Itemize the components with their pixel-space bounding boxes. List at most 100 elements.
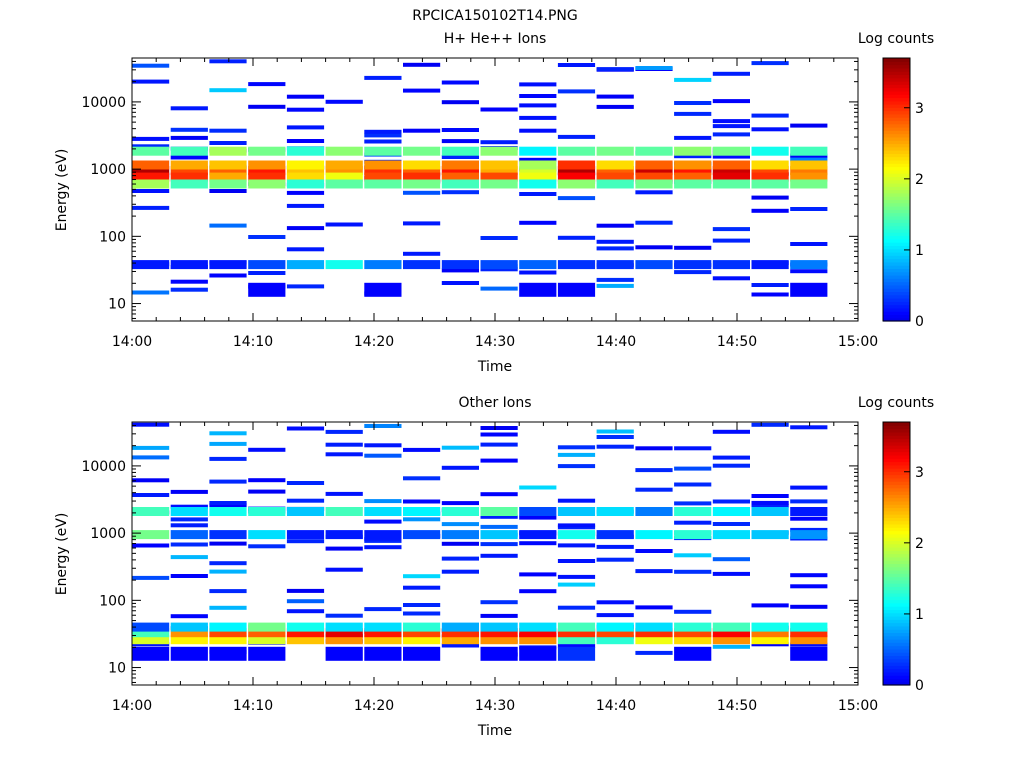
heatmap-cell — [751, 260, 789, 270]
heatmap-cell — [170, 127, 208, 132]
heatmap-cell — [557, 172, 596, 182]
colorbar-swatch — [883, 258, 910, 263]
colorbar-swatch — [883, 248, 910, 253]
heatmap-cell — [674, 135, 712, 140]
heatmap-cell — [170, 146, 208, 156]
heatmap-cell — [519, 635, 557, 645]
y-tick-label: 1000 — [90, 162, 126, 178]
colorbar-swatch — [883, 589, 910, 594]
heatmap-cell — [132, 622, 170, 632]
colorbar-swatch — [883, 520, 910, 525]
heatmap-cell — [596, 67, 634, 72]
colorbar-swatch — [883, 477, 910, 482]
heatmap-cell — [248, 172, 286, 182]
heatmap-cell — [248, 447, 286, 452]
heatmap-cell — [403, 530, 441, 540]
heatmap-cell — [635, 605, 673, 610]
colorbar-swatch — [883, 107, 910, 112]
heatmap-cell — [596, 260, 634, 270]
heatmap-cell — [364, 172, 402, 182]
heatmap-cell — [209, 501, 247, 505]
heatmap-cell — [480, 140, 518, 145]
heatmap-cell — [441, 190, 479, 195]
heatmap-cell — [519, 166, 557, 176]
heatmap-cell — [248, 260, 286, 270]
heatmap-cell — [441, 465, 479, 470]
heatmap-cell — [712, 276, 750, 281]
heatmap-cell — [519, 589, 557, 594]
heatmap-cell — [364, 622, 402, 632]
colorbar-swatch — [883, 622, 910, 627]
heatmap-cell — [712, 463, 750, 468]
colorbar-swatch — [883, 658, 910, 663]
heatmap-cell — [132, 166, 170, 176]
heatmap-cell — [790, 646, 828, 661]
colorbar-swatch — [883, 173, 910, 177]
heatmap-cell — [790, 157, 828, 162]
colorbar-swatch — [883, 675, 910, 680]
colorbar-swatch — [883, 609, 910, 614]
heatmap-cell — [209, 622, 247, 632]
colorbar-swatch — [883, 196, 910, 200]
colorbar-swatch — [883, 606, 910, 610]
heatmap-cell — [596, 146, 634, 156]
colorbar-swatch — [883, 435, 910, 440]
heatmap-cell — [286, 146, 325, 156]
heatmap-cell — [325, 442, 363, 447]
colorbar-swatch — [883, 533, 910, 538]
heatmap-cell — [635, 569, 673, 574]
heatmap-cell — [209, 189, 247, 193]
heatmap-cell — [674, 154, 712, 159]
heatmap-cell — [286, 609, 325, 614]
heatmap-cell — [248, 478, 286, 483]
heatmap-cell — [712, 160, 750, 170]
colorbar-swatch — [883, 186, 910, 191]
x-tick-label: 14:00 — [112, 698, 152, 714]
heatmap-cell — [712, 124, 750, 129]
heatmap-cell — [635, 166, 673, 176]
colorbar-swatch — [883, 468, 910, 472]
colorbar-swatch — [883, 625, 910, 630]
colorbar-swatch — [883, 205, 910, 210]
heatmap-cell — [790, 604, 828, 609]
heatmap-cell — [248, 179, 286, 189]
colorbar-swatch — [883, 448, 910, 453]
colorbar-swatch — [883, 481, 910, 486]
heatmap-cell — [286, 426, 325, 431]
heatmap-cell — [480, 426, 518, 430]
heatmap-cell — [712, 227, 750, 232]
colorbar-swatch — [883, 458, 910, 463]
heatmap-cell — [248, 146, 286, 156]
y-tick-label: 100 — [99, 593, 126, 609]
heatmap-cell — [480, 236, 518, 240]
heatmap-cell — [519, 172, 557, 182]
x-axis-label: Time — [477, 723, 512, 739]
heatmap-cell — [170, 135, 208, 140]
x-tick-label: 14:20 — [354, 334, 394, 350]
heatmap-cell — [674, 530, 712, 540]
colorbar-swatch — [883, 514, 910, 518]
colorbar-swatch — [883, 441, 910, 446]
colorbar-swatch — [883, 284, 910, 289]
x-tick-label: 14:10 — [233, 698, 273, 714]
heatmap-cell — [441, 445, 479, 450]
heatmap-cell — [519, 270, 557, 275]
heatmap-cell — [480, 442, 518, 447]
heatmap-cell — [519, 622, 557, 632]
colorbar-swatch — [883, 153, 910, 158]
heatmap-cell — [519, 82, 557, 87]
colorbar-swatch — [883, 255, 910, 260]
heatmap-cell — [751, 494, 789, 498]
colorbar-swatch — [883, 301, 910, 306]
heatmap-cell — [596, 160, 634, 170]
heatmap-cell — [790, 584, 828, 589]
colorbar-swatch — [883, 619, 910, 624]
colorbar-tick-label: 0 — [915, 678, 924, 694]
heatmap-cell — [751, 507, 789, 516]
heatmap-cell — [403, 179, 441, 189]
colorbar-swatch — [883, 550, 910, 555]
heatmap-cell — [596, 94, 634, 99]
colorbar-swatch — [883, 642, 910, 647]
heatmap-cell — [132, 507, 170, 516]
colorbar-swatch — [883, 431, 910, 436]
